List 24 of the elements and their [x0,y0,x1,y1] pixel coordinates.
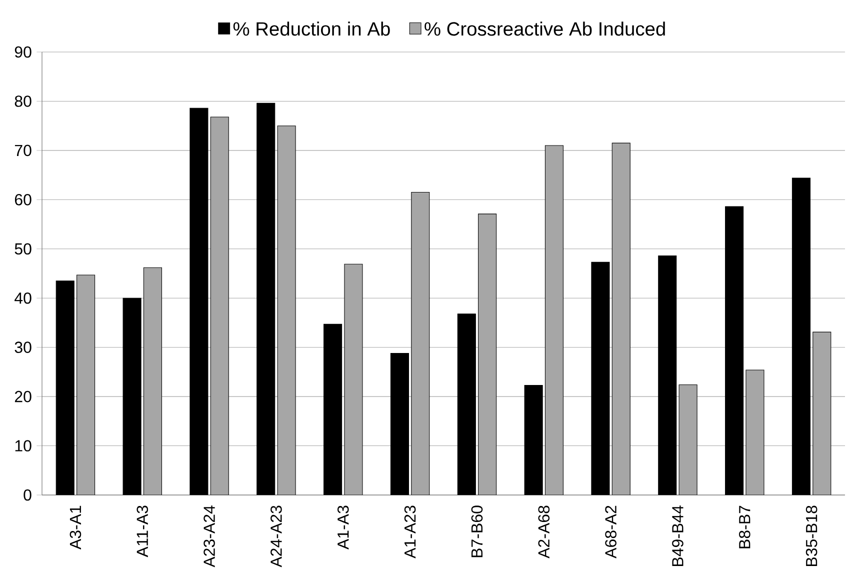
legend-label: % Crossreactive Ab Induced [424,22,665,36]
legend-label: % Reduction in Ab [233,22,390,36]
x-tick-label: A68-A2 [605,506,616,558]
x-tick-label: B49-B44 [672,506,684,566]
x-tick-label: A2-A68 [538,506,550,558]
x-tick-label: B7-B60 [471,506,483,558]
x-tick-label: A23-A24 [204,506,215,568]
y-tick-label: 30 [14,342,32,353]
y-tick-label: 70 [14,144,32,156]
y-tick-label: 50 [14,243,32,255]
y-tick-label: 20 [14,390,32,402]
x-tick-label: A11-A3 [136,506,148,558]
x-tick-label: A24-A23 [270,506,282,568]
y-tick-label: 90 [14,46,32,58]
y-tick-label: 40 [14,292,32,304]
y-tick-label: 60 [14,194,32,206]
x-tick-label: B35-B18 [806,506,818,566]
y-tick-label: 80 [14,96,32,107]
y-tick-label: 10 [15,440,32,452]
x-tick-label: A1-A3 [337,506,349,550]
x-tick-label: A3-A1 [70,506,82,550]
y-tick-label: 0 [24,489,32,501]
x-tick-label: A1-A23 [404,506,416,558]
x-tick-label: B8-B7 [738,506,750,548]
